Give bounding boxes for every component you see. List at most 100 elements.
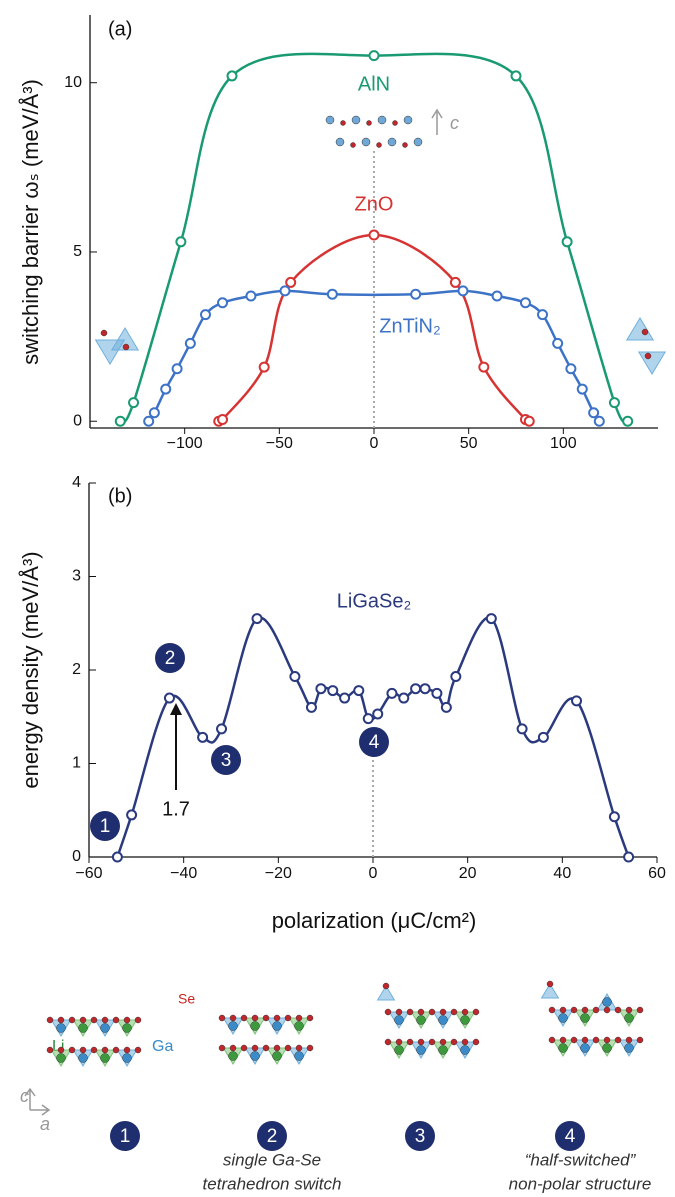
atom [366,120,372,126]
atom [78,1053,88,1063]
y-tick-label: 0 [72,848,81,865]
atom [218,1014,226,1022]
state-badge [211,745,241,775]
atom [229,1014,237,1022]
x-tick-label: 20 [459,865,477,882]
state-number: 2 [267,1126,278,1147]
data-point [485,613,497,625]
y-axis-label: switching barrier ωₛ (meV/Å³) [18,79,43,365]
atom [581,1036,589,1044]
atom [416,1045,426,1055]
data-point [285,276,297,288]
atom [392,120,398,126]
data-point [126,809,138,821]
data-point [623,851,635,863]
data-point [315,683,327,695]
atom [625,1006,633,1014]
atom-label: Se [178,991,195,1007]
state-number: 1 [100,816,111,837]
atom [581,1006,589,1014]
data-point [576,383,588,395]
data-point [588,407,600,419]
atom [101,1046,109,1054]
atom [284,1044,292,1052]
atom [361,137,371,147]
atom [438,1015,448,1025]
atom [559,1036,567,1044]
atom [122,1023,132,1033]
x-tick-label: 100 [550,435,577,452]
x-tick-label: 50 [460,435,478,452]
data-point [258,361,270,373]
atom [548,1006,556,1014]
atom [351,115,361,125]
x-tick-label: 40 [553,865,571,882]
y-tick-label: 4 [72,474,81,491]
atom [218,1044,226,1052]
data-point [368,229,380,241]
atom [450,1008,458,1016]
atom [394,1015,404,1025]
series-label: ZnTiN₂ [379,315,440,337]
data-point [289,671,301,683]
atom [122,1053,132,1063]
atom [294,1051,304,1061]
arrow-head [170,703,182,715]
atom [68,1046,76,1054]
atom [100,1023,110,1033]
atom [100,329,108,337]
data-point [368,50,380,62]
atom [641,328,649,336]
data-point [565,363,577,375]
data-point [457,285,469,297]
state-number: 3 [221,750,232,771]
atom [644,352,652,360]
data-point [419,683,431,695]
atom [306,1044,314,1052]
data-point [305,701,317,713]
data-point [519,297,531,309]
atom [240,1014,248,1022]
atom [250,1021,260,1031]
atom [384,1008,392,1016]
atom [376,142,382,148]
atom [428,1008,436,1016]
x-tick-label: 0 [369,865,378,882]
atom [228,1051,238,1061]
data-point [197,731,209,743]
atom [460,1045,470,1055]
atom [472,1008,480,1016]
atom [624,1043,634,1053]
atom [614,1036,622,1044]
atom [460,1015,470,1025]
atom [90,1016,98,1024]
data-point [175,236,187,248]
atom [395,1008,403,1016]
atom [340,120,346,126]
data-point [327,685,339,697]
atom [402,142,408,148]
x-tick-label: 0 [370,435,379,452]
y-tick-label: 2 [72,661,81,678]
data-point [362,713,374,725]
atom [570,1036,578,1044]
data-point [326,288,338,300]
atom [377,115,387,125]
atom [78,1023,88,1033]
data-point [386,687,398,699]
data-point [593,415,605,427]
atom [123,1046,131,1054]
data-point [608,397,620,409]
atom [294,1021,304,1031]
atom [625,1036,633,1044]
atom [636,1006,644,1014]
data-point [537,731,549,743]
atom [394,1045,404,1055]
data-point [510,70,522,82]
atom [570,1006,578,1014]
atom [273,1044,281,1052]
atom [325,115,335,125]
series-label: ZnO [355,193,394,215]
data-point [171,363,183,375]
data-point [491,290,503,302]
